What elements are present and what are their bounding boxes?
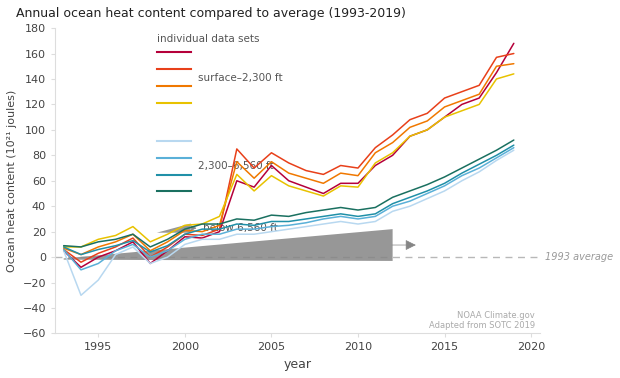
Text: 2,300–6,560 ft: 2,300–6,560 ft xyxy=(198,161,273,171)
X-axis label: year: year xyxy=(283,358,311,371)
Text: below 6,560 ft: below 6,560 ft xyxy=(203,223,278,233)
Polygon shape xyxy=(64,229,392,261)
Text: surface–2,300 ft: surface–2,300 ft xyxy=(198,73,283,83)
Y-axis label: Ocean heat content (10²¹ joules): Ocean heat content (10²¹ joules) xyxy=(7,90,17,272)
Text: individual data sets: individual data sets xyxy=(157,34,259,44)
Text: NOAA Climate.gov
Adapted from SOTC 2019: NOAA Climate.gov Adapted from SOTC 2019 xyxy=(429,311,535,330)
Text: Annual ocean heat content compared to average (1993-2019): Annual ocean heat content compared to av… xyxy=(16,7,406,20)
Text: 1993 average: 1993 average xyxy=(545,252,613,262)
Polygon shape xyxy=(157,223,191,233)
